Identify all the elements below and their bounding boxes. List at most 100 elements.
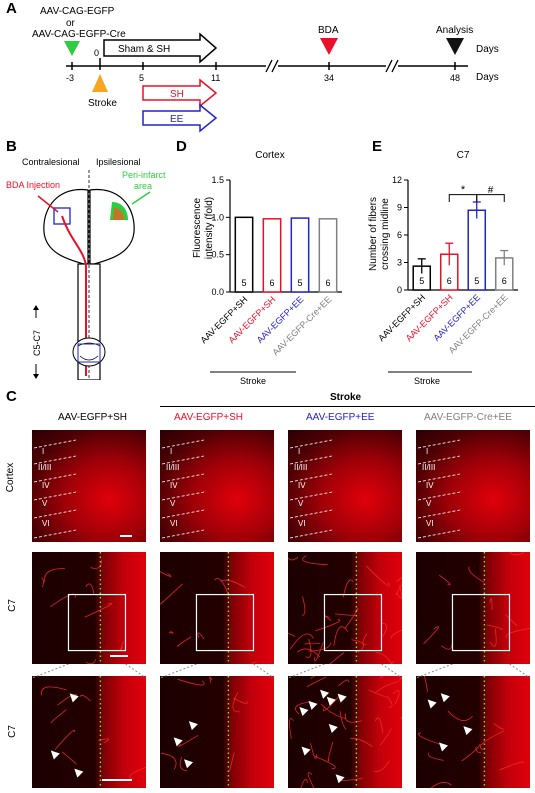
zoom-connector bbox=[160, 664, 274, 678]
fiber bbox=[334, 613, 356, 616]
n-label: 6 bbox=[269, 278, 274, 288]
fiber bbox=[214, 578, 230, 597]
fiber bbox=[329, 652, 345, 664]
fiber bbox=[79, 694, 91, 702]
virus-label-1: AAV-CAG-EGFP bbox=[40, 6, 115, 17]
row-label-cortex: Cortex bbox=[5, 462, 17, 493]
fiber bbox=[368, 689, 389, 698]
layer-boundary bbox=[33, 473, 77, 483]
cst-tract bbox=[61, 215, 87, 376]
layer-label: II/III bbox=[422, 463, 435, 472]
fiber bbox=[392, 690, 400, 705]
layer-label: I bbox=[426, 447, 428, 456]
c7-micrograph bbox=[416, 552, 530, 664]
svg-text:5: 5 bbox=[139, 73, 144, 83]
c7-zoom-micrograph bbox=[416, 676, 530, 788]
fiber bbox=[373, 760, 390, 772]
y-tick-label: 3 bbox=[397, 258, 402, 268]
c7-micrograph bbox=[160, 552, 274, 664]
layer-label: VI bbox=[42, 519, 50, 528]
panel-label-e: E bbox=[372, 138, 383, 155]
fiber bbox=[61, 751, 77, 765]
fiber bbox=[197, 632, 205, 640]
col-header-4: AAV-EGFP-Cre+EE bbox=[424, 412, 512, 423]
fiber bbox=[178, 735, 199, 747]
cortex-micrograph: I II/III IV V VI bbox=[416, 430, 530, 542]
fiber bbox=[54, 729, 75, 750]
fiber bbox=[417, 732, 445, 746]
layer-label: I bbox=[170, 447, 172, 456]
fiber bbox=[499, 761, 524, 771]
fiber bbox=[315, 619, 341, 632]
layer-label: II/III bbox=[166, 463, 179, 472]
bar bbox=[262, 218, 282, 293]
fiber bbox=[307, 772, 315, 788]
arrowhead-icon bbox=[308, 700, 318, 710]
layer-boundary bbox=[33, 509, 77, 519]
layer-boundary bbox=[33, 529, 77, 539]
bar bbox=[290, 217, 310, 293]
fiber bbox=[486, 624, 503, 631]
syringe-icon bbox=[37, 195, 59, 213]
fiber bbox=[489, 597, 493, 610]
layer-label: II/III bbox=[38, 463, 51, 472]
layer-label: V bbox=[170, 499, 176, 508]
y-tick-label: 12 bbox=[392, 175, 402, 185]
schematic-figure: Contralesional Ipsilesional BDA Injectio… bbox=[6, 157, 166, 380]
fiber bbox=[169, 630, 174, 634]
bda-injection-label: BDA Injection bbox=[6, 180, 60, 190]
y-tick-label: 0.5 bbox=[211, 250, 224, 260]
fiber bbox=[289, 718, 294, 739]
n-label: 5 bbox=[419, 276, 424, 286]
fiber bbox=[344, 713, 362, 723]
analysis-arrow-icon bbox=[446, 38, 464, 55]
fiber bbox=[493, 723, 504, 730]
fiber bbox=[179, 756, 187, 772]
fiber bbox=[288, 632, 296, 637]
stroke-label: Stroke bbox=[240, 376, 266, 385]
virus-label-2: AAV-CAG-EGFP-Cre bbox=[32, 29, 126, 40]
ee-label: EE bbox=[170, 114, 184, 125]
arrowhead-icon bbox=[337, 693, 347, 703]
row-label-c7-1: C7 bbox=[6, 599, 18, 612]
fiber bbox=[423, 626, 439, 645]
fiber bbox=[314, 756, 336, 770]
layer-boundary bbox=[289, 509, 333, 519]
fiber bbox=[323, 694, 341, 712]
y-tick-label: 1.0 bbox=[211, 212, 224, 222]
stroke-label: Stroke bbox=[414, 376, 440, 385]
fiber bbox=[475, 746, 482, 753]
timeline-figure: AAV-CAG-EGFP or AAV-CAG-EGFP-Cre Sham & … bbox=[32, 6, 499, 133]
fiber bbox=[344, 608, 359, 629]
n-label: 6 bbox=[447, 276, 452, 286]
x-tick-label: AAV-EGFP+SH bbox=[376, 292, 427, 343]
layer-label: IV bbox=[42, 481, 50, 490]
right-hemisphere bbox=[89, 188, 135, 265]
fiber bbox=[314, 642, 324, 662]
fiber bbox=[400, 716, 402, 720]
ipsilesional-label: Ipsilesional bbox=[96, 157, 141, 167]
infarct-core bbox=[113, 208, 124, 220]
fiber bbox=[427, 752, 444, 761]
arrowhead-icon bbox=[328, 723, 338, 733]
fiber bbox=[161, 752, 177, 770]
fiber bbox=[160, 583, 183, 605]
layer-boundary bbox=[161, 455, 205, 465]
fiber bbox=[349, 737, 373, 748]
fiber bbox=[41, 577, 44, 588]
y-tick-label: 0 bbox=[397, 285, 402, 295]
arrowhead-icon bbox=[50, 750, 60, 760]
chart-d-ylabel-2: intensity (fold) bbox=[204, 197, 215, 259]
sh-arrow-icon bbox=[142, 78, 218, 108]
fiber bbox=[439, 574, 451, 586]
n-label: 6 bbox=[325, 278, 330, 288]
layer-label: IV bbox=[170, 481, 178, 490]
y-tick-label: 1.5 bbox=[211, 175, 224, 185]
fiber bbox=[288, 556, 299, 561]
fiber bbox=[489, 628, 497, 647]
sig-star: * bbox=[461, 184, 466, 196]
zoom-line bbox=[253, 664, 274, 678]
sh-label: SH bbox=[170, 89, 184, 100]
zoom-box bbox=[195, 593, 255, 652]
col-header-1: AAV-EGFP+SH bbox=[58, 412, 128, 423]
